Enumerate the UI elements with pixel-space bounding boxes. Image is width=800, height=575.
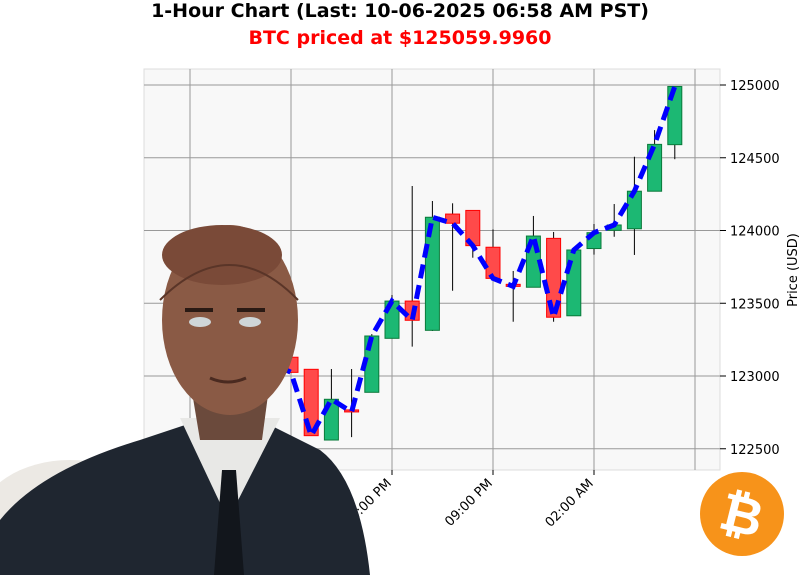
y-tick-label: 123500 — [730, 297, 780, 312]
y-tick-label: 122500 — [730, 443, 780, 458]
candle-body-up — [626, 190, 642, 230]
y-tick-label: 123000 — [730, 370, 780, 385]
candle-body-up — [667, 85, 683, 146]
candle-body-down — [445, 213, 461, 224]
candle — [485, 229, 501, 279]
chart-title: 1-Hour Chart (Last: 10-06-2025 06:58 AM … — [151, 0, 649, 22]
x-tick-label: 09:00 PM — [442, 476, 495, 529]
x-axis: 04:00 PM 09:00 PM 02:00 AM — [341, 470, 597, 530]
y-axis-label: Price (USD) — [786, 233, 800, 307]
bitcoin-logo: ₿ — [700, 472, 784, 556]
candle — [667, 85, 683, 160]
close-line — [276, 85, 678, 442]
y-tick-label: 124500 — [730, 152, 780, 167]
chart-subtitle: BTC priced at $125059.9960 — [248, 27, 552, 49]
android-businessman-icon — [0, 225, 370, 575]
candle — [546, 231, 562, 322]
y-tick-label: 125000 — [730, 79, 780, 94]
candle-body-down — [546, 237, 562, 318]
candle — [626, 156, 642, 255]
x-tick-label: 02:00 AM — [543, 476, 597, 530]
y-axis: 122500 123000 123500 124000 124500 125000 — [720, 79, 780, 458]
y-tick-label: 124000 — [730, 225, 780, 240]
